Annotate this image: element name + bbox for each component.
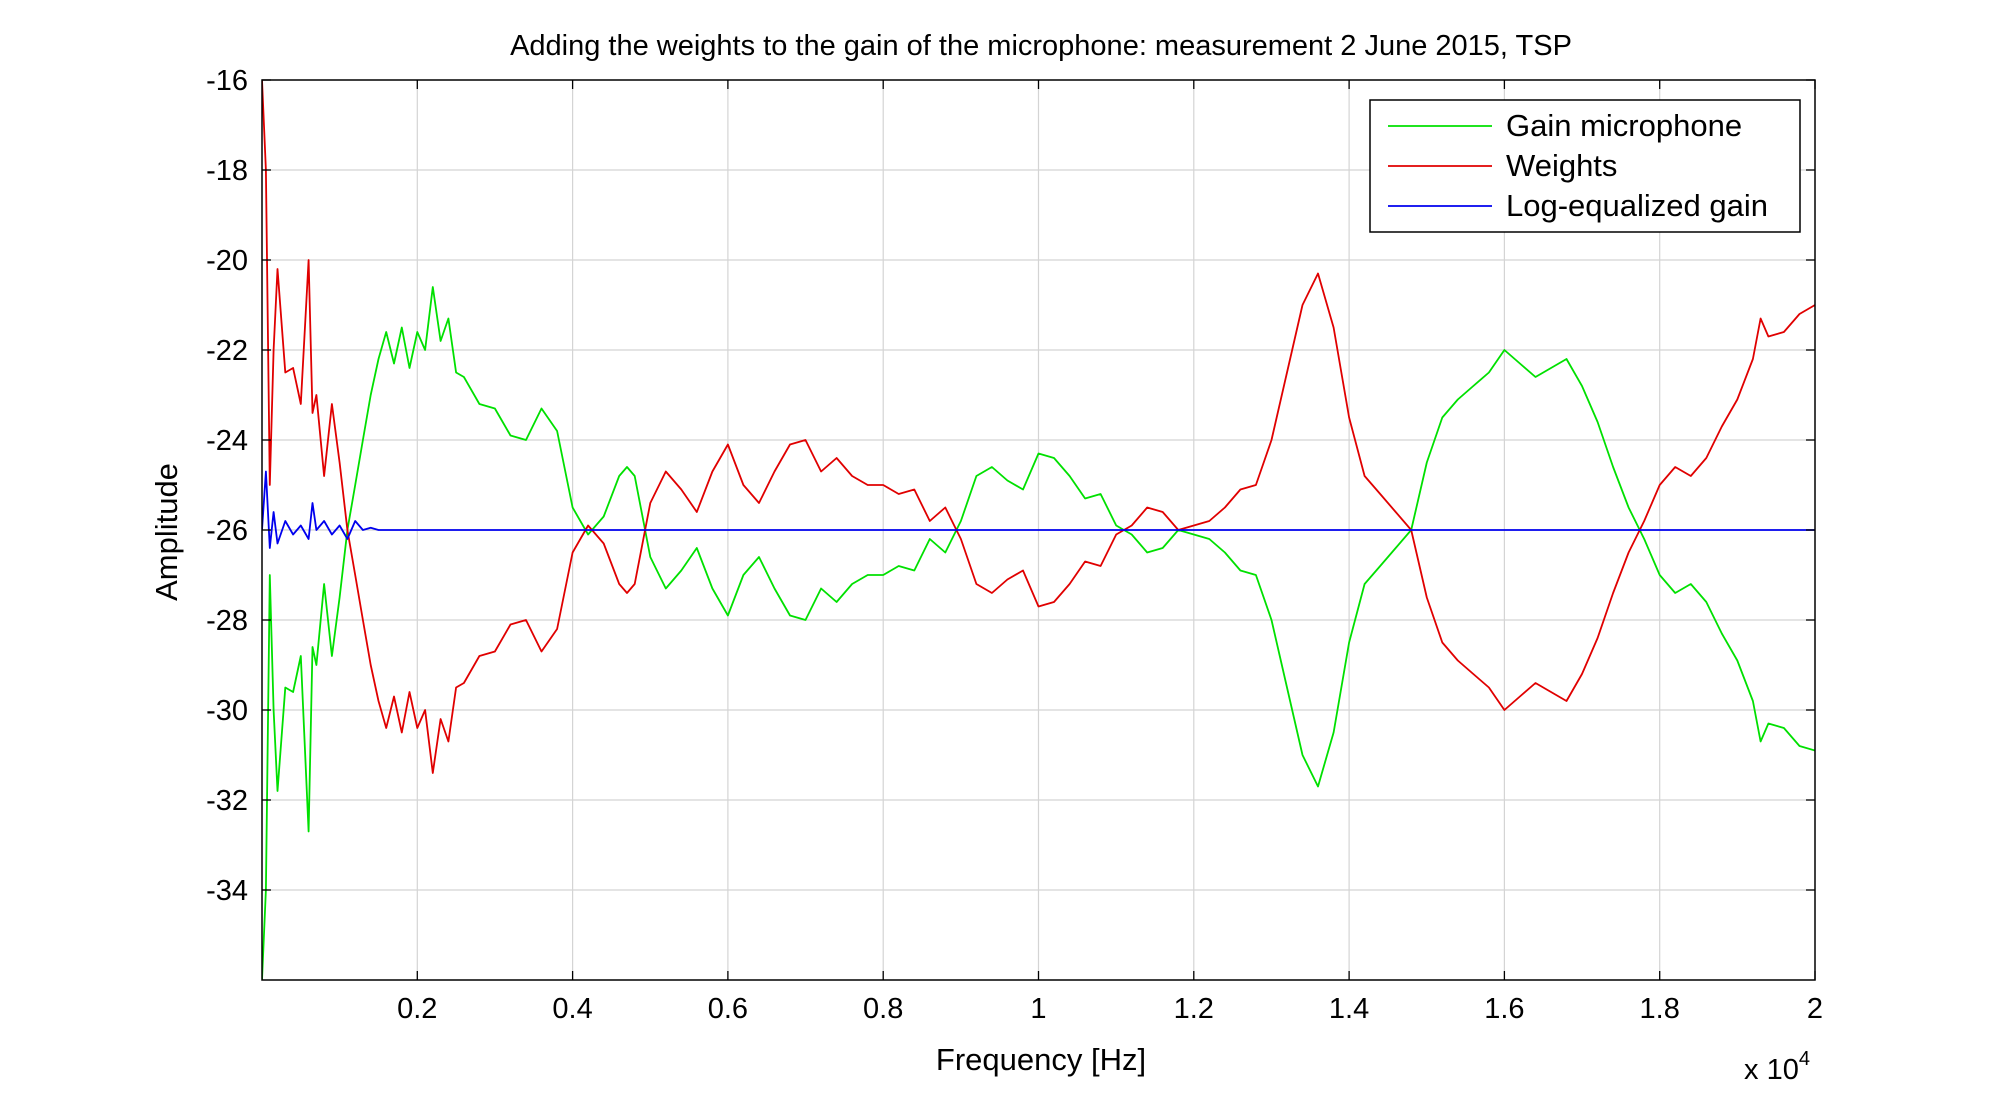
x-tick-label: 0.8 xyxy=(863,993,903,1025)
y-tick-label: -22 xyxy=(206,335,248,367)
plot-series xyxy=(262,80,1815,980)
x-tick-label: 1 xyxy=(1030,993,1046,1025)
y-tick-label: -24 xyxy=(206,425,248,457)
y-axis-label: Amplitude xyxy=(149,463,184,601)
x-tick-label: 0.2 xyxy=(397,993,437,1025)
y-tick-label: -26 xyxy=(206,515,248,547)
series-line-log-equalized-gain xyxy=(262,470,1815,549)
x-axis-exponent-base: x 10 xyxy=(1744,1054,1799,1086)
chart-title: Adding the weights to the gain of the mi… xyxy=(510,30,1572,62)
x-tick-label: 0.4 xyxy=(552,993,592,1025)
y-tick-label: -32 xyxy=(206,785,248,817)
x-tick-label: 1.8 xyxy=(1640,993,1680,1025)
x-axis-label: Frequency [Hz] xyxy=(936,1042,1146,1077)
x-tick-label: 2 xyxy=(1807,993,1823,1025)
legend-label-log-equalized-gain: Log-equalized gain xyxy=(1506,188,1768,223)
y-tick-label: -34 xyxy=(206,875,248,907)
axis-ticks xyxy=(262,79,1816,980)
y-tick-label: -30 xyxy=(206,695,248,727)
legend-items: Gain microphone Weights Log-equalized gain xyxy=(1388,108,1768,223)
x-tick-label: 1.6 xyxy=(1484,993,1524,1025)
series-line-gain-microphone xyxy=(262,286,1815,980)
y-tick-label: -18 xyxy=(206,155,248,187)
legend-label-gain-microphone: Gain microphone xyxy=(1506,108,1742,143)
y-tick-label: -16 xyxy=(206,65,248,97)
legend: Gain microphone Weights Log-equalized gain xyxy=(1369,99,1801,233)
x-tick-label: 1.4 xyxy=(1329,993,1369,1025)
x-axis-exponent-power: 4 xyxy=(1799,1048,1810,1070)
y-tick-label: -28 xyxy=(206,605,248,637)
x-tick-label: 1.2 xyxy=(1174,993,1214,1025)
y-tick-label: -20 xyxy=(206,245,248,277)
axis-tick-labels: 0.2 0.4 0.6 0.8 1 1.2 1.4 1.6 1.8 2 -16 -18 -20 -22 -2… xyxy=(206,65,1823,1025)
legend-label-weights: Weights xyxy=(1506,148,1617,183)
series-line-weights xyxy=(262,80,1815,774)
x-tick-label: 0.6 xyxy=(708,993,748,1025)
x-axis-exponent: x 104 xyxy=(1744,1048,1810,1086)
